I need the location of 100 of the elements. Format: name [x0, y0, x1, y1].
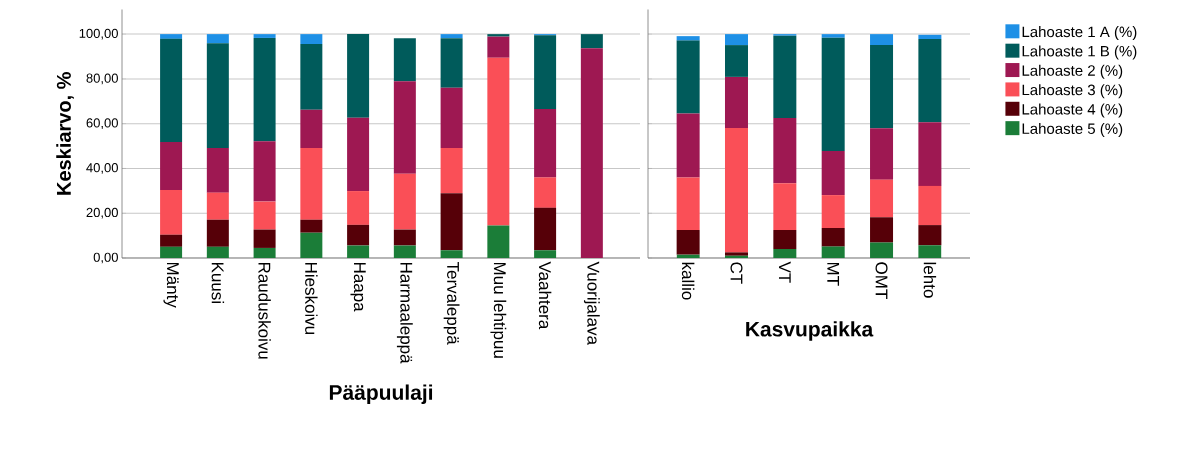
bar: [440, 38, 463, 88]
x-tick-label: Vaahtera: [538, 261, 552, 330]
bar: [724, 34, 748, 46]
bar: [440, 87, 463, 149]
bar: [160, 38, 183, 143]
bar: [347, 245, 370, 258]
x-tick-label: VT: [778, 261, 791, 283]
x-tick-label: lehto: [923, 262, 937, 298]
bar: [253, 141, 276, 202]
bar: [347, 224, 370, 246]
bar: [534, 108, 557, 178]
bar: [821, 246, 845, 258]
bar: [676, 40, 700, 114]
x-tick-label: CT: [730, 262, 743, 284]
bar: [300, 43, 323, 110]
bar: [440, 193, 463, 251]
legend-label: Lahoaste 5 (%): [1022, 122, 1123, 137]
bar: [393, 173, 416, 230]
bar: [393, 229, 416, 246]
bar: [487, 36, 510, 58]
bar: [676, 230, 700, 255]
bar: [918, 122, 942, 186]
bar: [440, 250, 463, 258]
bar: [870, 217, 894, 243]
y-tick-label: 0,00: [93, 252, 118, 264]
bar: [821, 195, 845, 228]
bar: [253, 37, 276, 142]
bar: [773, 118, 797, 184]
bar: [300, 232, 323, 258]
bar: [821, 150, 845, 196]
bar: [206, 192, 229, 220]
legend-label: Lahoaste 3 (%): [1022, 84, 1123, 99]
bar: [253, 201, 276, 230]
bar: [580, 34, 603, 49]
bar: [253, 247, 276, 258]
y-tick-label: 80,00: [86, 73, 118, 85]
x-tick-label: kallio: [681, 262, 695, 300]
bar: [487, 225, 510, 258]
bar: [676, 254, 700, 258]
bar: [870, 128, 894, 180]
legend-label: Lahoaste 1 A (%): [1022, 26, 1137, 41]
bar: [870, 34, 894, 46]
bar: [393, 38, 416, 82]
bar: [870, 242, 894, 258]
bar: [870, 45, 894, 129]
bar: [206, 246, 229, 258]
bar: [300, 34, 323, 44]
bar: [534, 207, 557, 251]
bar: [487, 57, 510, 226]
y-tick-label: 20,00: [86, 207, 118, 219]
bar: [821, 228, 845, 247]
x-tick-label: MT: [827, 262, 840, 286]
bar: [160, 234, 183, 247]
bar: [440, 148, 463, 194]
bar: [724, 45, 748, 77]
bar: [300, 109, 323, 149]
bar: [347, 34, 370, 118]
x-tick-label: Rauduskoivu: [258, 262, 271, 359]
bar: [918, 34, 942, 40]
bar: [160, 142, 183, 190]
bar: [821, 37, 845, 151]
x-tick-label: OMT: [875, 262, 888, 299]
bar: [773, 183, 797, 231]
bar: [821, 34, 845, 38]
bar: [534, 177, 557, 208]
legend-label: Lahoaste 1 B (%): [1022, 45, 1137, 60]
bar: [253, 229, 276, 248]
bar: [724, 127, 748, 253]
bar: [870, 179, 894, 218]
bar: [918, 245, 942, 258]
y-tick-label: 40,00: [86, 163, 118, 174]
bar: [206, 43, 229, 149]
x-tick-label: Hieskoivu: [305, 262, 318, 335]
bar: [534, 35, 557, 109]
x-tick-label: Harmaaleppä: [396, 262, 413, 364]
bar: [206, 34, 229, 44]
bar: [253, 34, 276, 38]
bar: [676, 36, 700, 41]
x-tick-label: Vuorijalava: [583, 261, 600, 345]
bar: [393, 245, 416, 258]
bar: [347, 191, 370, 225]
bar: [773, 230, 797, 250]
x-tick-label: Kuusi: [211, 262, 225, 303]
bar: [918, 185, 942, 226]
x-tick-label: Haapa: [350, 262, 366, 312]
bar: [206, 219, 229, 247]
bar: [676, 113, 700, 178]
bar: [534, 250, 557, 258]
x-axis-title: Pääpuulaji: [329, 384, 433, 405]
x-tick-label: Muu lehtipuu: [490, 262, 507, 358]
y-axis-title: Keskiarvo, %: [56, 72, 74, 195]
y-tick-label: 60,00: [86, 118, 118, 130]
bar: [918, 225, 942, 246]
bar: [393, 81, 416, 174]
bar: [773, 249, 797, 258]
bar: [160, 34, 183, 39]
bar: [206, 148, 229, 193]
bar: [440, 34, 463, 39]
bar: [300, 148, 323, 220]
x-tick-label: Mänty: [163, 262, 179, 308]
